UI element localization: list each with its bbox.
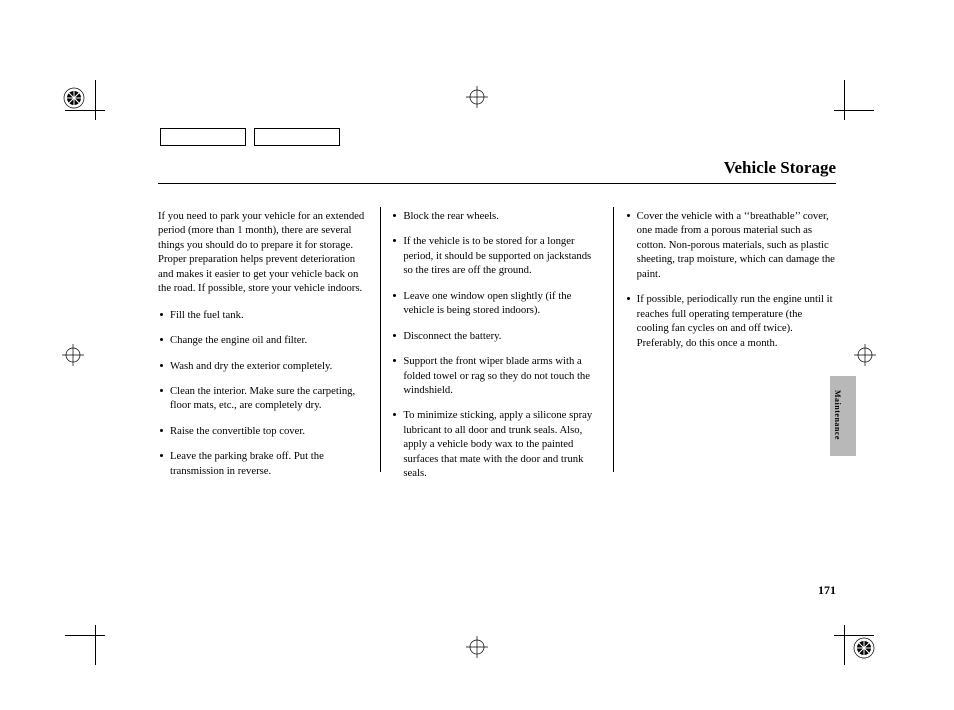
page-title: Vehicle Storage: [158, 158, 836, 178]
column-divider: [380, 207, 381, 472]
list-item: Raise the convertible top cover.: [158, 424, 369, 438]
list-item: Change the engine oil and filter.: [158, 333, 369, 347]
list-item: Fill the fuel tank.: [158, 308, 369, 322]
crop-mark-top-right: [819, 85, 869, 135]
list-item: If possible, periodically run the engine…: [625, 292, 836, 350]
register-mark-left: [62, 344, 84, 366]
list-col1: Fill the fuel tank. Change the engine oi…: [158, 308, 369, 479]
list-item: Cover the vehicle with a ‘‘breathable’’ …: [625, 209, 836, 281]
columns: If you need to park your vehicle for an …: [158, 209, 836, 492]
content-area: Vehicle Storage If you need to park your…: [158, 158, 836, 605]
intro-paragraph: If you need to park your vehicle for an …: [158, 209, 369, 296]
header-box: [160, 128, 246, 146]
manual-page: Maintenance Vehicle Storage If you need …: [0, 0, 954, 710]
register-star-bottom-right: [852, 636, 876, 660]
list-col3: Cover the vehicle with a ‘‘breathable’’ …: [625, 209, 836, 350]
register-star-top-left: [62, 86, 86, 110]
register-mark-bottom: [466, 636, 488, 658]
list-item: Wash and dry the exterior completely.: [158, 359, 369, 373]
title-row: Vehicle Storage: [158, 158, 836, 184]
list-item: Support the front wiper blade arms with …: [391, 354, 602, 397]
list-item: If the vehicle is to be stored for a lon…: [391, 234, 602, 277]
list-col2: Block the rear wheels. If the vehicle is…: [391, 209, 602, 481]
list-item: Clean the interior. Make sure the carpet…: [158, 384, 369, 413]
crop-mark-bottom-left: [70, 610, 120, 660]
list-item: Leave one window open slightly (if the v…: [391, 289, 602, 318]
register-mark-top: [466, 86, 488, 108]
column-2: Block the rear wheels. If the vehicle is…: [391, 209, 602, 492]
header-box: [254, 128, 340, 146]
list-item: Block the rear wheels.: [391, 209, 602, 223]
list-item: To minimize sticking, apply a silicone s…: [391, 408, 602, 480]
list-item: Leave the parking brake off. Put the tra…: [158, 449, 369, 478]
column-3: Cover the vehicle with a ‘‘breathable’’ …: [625, 209, 836, 492]
register-mark-right: [854, 344, 876, 366]
header-boxes: [160, 128, 340, 146]
column-1: If you need to park your vehicle for an …: [158, 209, 369, 492]
page-number: 171: [818, 583, 836, 598]
list-item: Disconnect the battery.: [391, 329, 602, 343]
column-divider: [613, 207, 614, 472]
